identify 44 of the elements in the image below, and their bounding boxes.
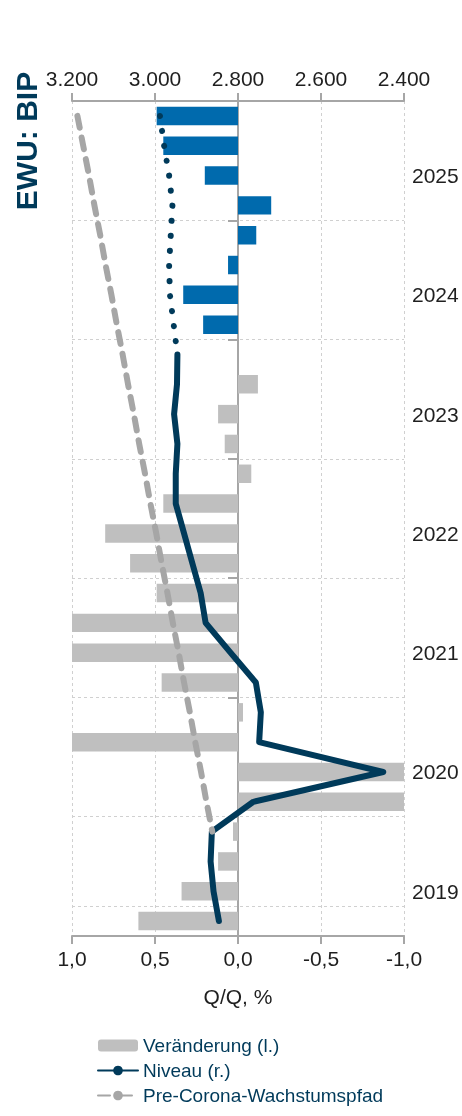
x-tick-label: 1,0 (57, 947, 87, 970)
x-tick-label: -1,0 (385, 947, 423, 970)
bar (72, 613, 238, 633)
bar (238, 703, 243, 722)
x-tick-label: 0,0 (223, 947, 253, 970)
x-tick-label: -0,5 (302, 947, 340, 970)
y-tick-label: 2024 (412, 283, 460, 307)
bar (163, 136, 238, 155)
x2-tick-label: 2.600 (294, 67, 348, 90)
text: EWU: BIP (9, 71, 43, 211)
bar (138, 911, 238, 931)
bar (156, 106, 238, 126)
legend-label: Niveau (r.) (143, 1060, 231, 1081)
x2-tick-label: 2.800 (211, 67, 265, 90)
bar (218, 852, 238, 871)
bar (238, 464, 252, 484)
bar (224, 434, 238, 454)
x2-tick-label: 2.400 (377, 67, 431, 90)
y-tick-label: 2022 (412, 521, 459, 545)
y-tick-label: 2021 (412, 641, 459, 665)
bar (218, 404, 238, 424)
y-tick-label: 2025 (412, 164, 459, 188)
bar (203, 315, 238, 334)
bar (238, 225, 257, 245)
y-tick-label: 2020 (412, 760, 459, 784)
y-tick-label: 2023 (412, 402, 459, 426)
bar (72, 732, 238, 752)
bar (204, 166, 238, 185)
bar (183, 285, 238, 305)
legend-label: Pre-Corona-Wachstumspfad (143, 1085, 384, 1106)
bar (163, 494, 238, 513)
bar (228, 255, 238, 275)
bar (238, 196, 272, 215)
bar (105, 524, 238, 543)
x2-tick-label: 3.000 (128, 67, 182, 90)
y-tick-label: 2019 (412, 879, 459, 903)
bar (161, 673, 238, 692)
bar (72, 643, 238, 662)
bar (238, 375, 258, 394)
x2-tick-label: 3.200 (45, 67, 99, 90)
bar (233, 822, 238, 841)
x-tick-label: 0,5 (140, 947, 170, 970)
legend-label: Veränderung (l.) (143, 1035, 280, 1056)
x-axis-title: Q/Q, % (203, 985, 273, 1008)
